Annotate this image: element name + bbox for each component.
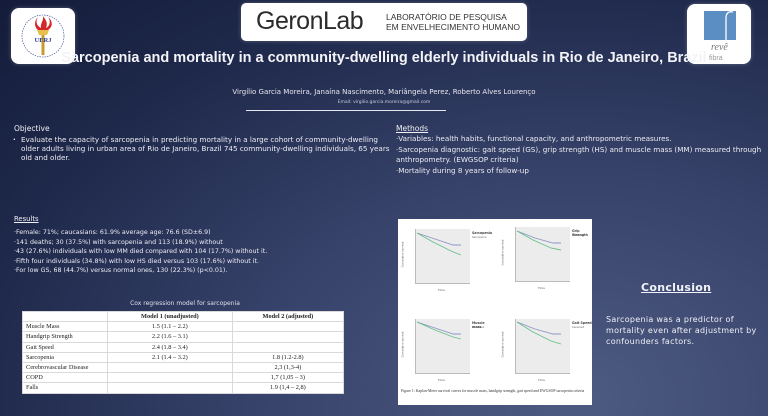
- geronlab-subtitle: LABORATÓRIO DE PESQUISA EM ENVELHECIMENT…: [386, 12, 520, 32]
- plot-x-label: Time: [438, 288, 445, 292]
- plot-y-label: Cumulative survival: [501, 331, 505, 358]
- table-row: Falls 1.9 (1,4 – 2,8): [22, 382, 345, 394]
- geronlab-banner: GeronLab LABORATÓRIO DE PESQUISA EM ENVE…: [241, 3, 527, 41]
- survival-curves-icon: [416, 232, 462, 256]
- methods-heading: Methods: [396, 124, 429, 133]
- cell: [231, 331, 345, 343]
- survival-curves-icon: [516, 230, 562, 251]
- results-item: ·Fifth four individuals (34.8%) with low…: [14, 257, 259, 265]
- row-label: Cerebrovascular Disease: [22, 362, 108, 374]
- cell: [107, 362, 233, 374]
- row-label: Gait Speed: [22, 341, 108, 353]
- plot-area: [515, 319, 570, 374]
- plot-legend-item: Sarcopenia: [472, 236, 487, 239]
- plot-y-label: Cumulative survival: [401, 241, 405, 268]
- svg-text:revê: revê: [711, 42, 728, 53]
- uerj-logo: UERJ: [11, 8, 75, 64]
- cell: 1,7 (1,05 – 3): [231, 372, 345, 384]
- results-body: ·Female: 71%; caucasians: 61.9% average …: [14, 228, 384, 276]
- plot-area: [415, 319, 470, 374]
- geronlab-subtitle-line2: EM ENVELHECIMENTO HUMANO: [386, 22, 520, 32]
- title-divider: [246, 110, 446, 111]
- row-label: Falls: [22, 382, 108, 394]
- results-heading: Results: [14, 215, 39, 223]
- plot-legend-title: Muscle mass: [472, 321, 485, 329]
- km-plot-sarcopenia: Sarcopenia Sarcopenia Cumulative surviva…: [401, 225, 494, 299]
- row-label: Handgrip Strength: [22, 331, 108, 343]
- plot-legend-item: Censored: [572, 234, 585, 237]
- cell: 1.9 (1,4 – 2,8): [231, 382, 345, 394]
- table-row: Handgrip Strength 2.2 (1.6 – 3.1): [22, 331, 345, 343]
- uerj-emblem-icon: UERJ: [21, 14, 65, 58]
- svg-text:UERJ: UERJ: [35, 37, 53, 44]
- fibra-f-icon: revê fibra: [704, 11, 736, 62]
- results-item: ·141 deaths; 30 (37.5%) with sarcopenia …: [14, 238, 223, 246]
- figure-caption: Figure 1: Kaplan-Meier survival curves f…: [401, 389, 585, 393]
- plot-legend-title: Sarcopenia: [472, 231, 493, 235]
- plot-y-label: Cumulative survival: [501, 239, 505, 266]
- table-row: Cerebrovascular Disease 2,3 (1,3-4): [22, 362, 345, 374]
- table-row: Muscle Mass 1.5 (1.1 – 2.2): [22, 321, 345, 333]
- table-row: Sarcopenia 2.1 (1.4 – 3.2) 1.8 (1.2-2.8): [22, 351, 345, 364]
- survival-curves-icon: [516, 321, 562, 345]
- cell: [107, 382, 233, 394]
- row-label: COPD: [22, 372, 108, 384]
- cell: [231, 321, 345, 333]
- plot-x-label: Time: [538, 378, 545, 382]
- table-header-row: Model 1 (unadjusted) Model 2 (adjusted): [22, 310, 345, 323]
- methods-item: ·Sarcopenia diagnostic: gait speed (GS),…: [396, 144, 762, 165]
- results-item: ·43 (27.6%) individuals with low MM died…: [14, 248, 268, 255]
- poster-title: Sarcopenia and mortality in a community-…: [61, 50, 707, 66]
- km-plot-gait-speed: Gait Speed Censored Cumulative survival …: [501, 315, 594, 389]
- column-header: [22, 310, 108, 323]
- kaplan-meier-figure: Sarcopenia Sarcopenia Cumulative surviva…: [398, 219, 592, 405]
- column-header: Model 1 (unadjusted): [107, 310, 233, 323]
- plot-area: [415, 229, 470, 284]
- methods-item: ·Mortality during 8 years of follow-up: [396, 165, 529, 175]
- plot-legend-item: Censored: [472, 326, 485, 329]
- cell: 1.5 (1.1 – 2.2): [107, 321, 233, 333]
- cell: 2.4 (1.8 – 3.4): [107, 341, 233, 353]
- cell: 1.8 (1.2-2.8): [231, 351, 345, 364]
- plot-area: [515, 227, 570, 282]
- plot-x-label: Time: [538, 286, 545, 290]
- row-label: Muscle Mass: [22, 321, 108, 333]
- plot-y-label: Cumulative survival: [401, 331, 405, 358]
- objective-heading: Objective: [14, 124, 50, 133]
- survival-curves-icon: [416, 321, 462, 340]
- cox-table-caption: Cox regression model for sarcopenia: [130, 300, 240, 307]
- km-plot-grip-strength: Grip Strength Censored Cumulative surviv…: [501, 223, 594, 297]
- conclusion-text: Sarcopenia was a predictor of mortality …: [606, 315, 757, 346]
- plot-x-label: Time: [438, 378, 445, 382]
- conclusion-heading: Conclusion: [641, 281, 712, 294]
- svg-text:fibra: fibra: [709, 55, 723, 62]
- cell: 2,3 (1,3-4): [231, 362, 345, 374]
- cox-regression-table: Model 1 (unadjusted) Model 2 (adjusted) …: [22, 310, 345, 394]
- cell: [231, 341, 345, 353]
- km-plot-muscle-mass: Muscle mass Censored Cumulative survival…: [401, 315, 494, 389]
- plot-legend-title: Grip Strength: [572, 229, 588, 237]
- geronlab-brand: GeronLab: [256, 7, 364, 35]
- methods-body: ·Variables: health habits, functional ca…: [396, 134, 766, 176]
- table-row: Gait Speed 2.4 (1.8 – 3.4): [22, 341, 345, 353]
- results-item: ·For low GS, 68 (44.7%) versus normal on…: [14, 267, 228, 274]
- cell: 2.2 (1.6 – 3.1): [107, 331, 233, 343]
- objective-body: Evaluate the capacity of sarcopenia in p…: [12, 135, 390, 163]
- cell: 2.1 (1.4 – 3.2): [107, 351, 233, 364]
- reve-fibra-logo: revê fibra: [687, 4, 751, 64]
- objective-bullet: Evaluate the capacity of sarcopenia in p…: [12, 135, 390, 163]
- plot-legend-item: Censored: [572, 326, 585, 329]
- authors: Virgílio Garcia Moreira, Janaína Nascime…: [232, 88, 536, 96]
- methods-item: ·Variables: health habits, functional ca…: [396, 134, 672, 143]
- geronlab-subtitle-line1: LABORATÓRIO DE PESQUISA: [386, 12, 507, 22]
- table-row: COPD 1,7 (1,05 – 3): [22, 372, 345, 384]
- plot-legend-title: Gait Speed: [572, 321, 592, 325]
- row-label: Sarcopenia: [22, 351, 108, 364]
- results-item: ·Female: 71%; caucasians: 61.9% average …: [14, 229, 211, 236]
- cell: [107, 372, 233, 384]
- contact-email[interactable]: Email: virgilio.garcia.moreira@gmail.com: [337, 100, 431, 105]
- column-header: Model 2 (adjusted): [231, 310, 345, 323]
